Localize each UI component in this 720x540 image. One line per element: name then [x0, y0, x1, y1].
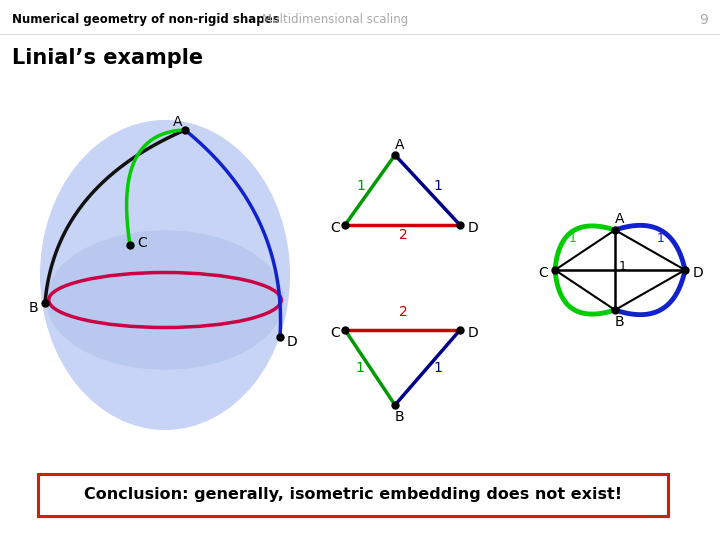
- Ellipse shape: [46, 230, 284, 370]
- Text: Conclusion: generally, isometric embedding does not exist!: Conclusion: generally, isometric embeddi…: [84, 488, 622, 503]
- Text: 2: 2: [398, 228, 408, 242]
- Text: D: D: [468, 326, 479, 340]
- Text: B: B: [29, 301, 39, 315]
- Text: Numerical geometry of non-rigid shapes: Numerical geometry of non-rigid shapes: [12, 14, 279, 26]
- FancyBboxPatch shape: [38, 474, 668, 516]
- Text: C: C: [330, 221, 340, 235]
- Text: C: C: [330, 326, 340, 340]
- Text: A: A: [615, 212, 624, 226]
- Ellipse shape: [40, 120, 290, 430]
- Text: 1: 1: [356, 179, 365, 193]
- Text: 1: 1: [433, 179, 442, 193]
- Text: D: D: [693, 266, 703, 280]
- Text: 1: 1: [569, 232, 577, 245]
- Text: 1: 1: [657, 232, 665, 245]
- Text: 1: 1: [619, 260, 627, 273]
- Text: C: C: [137, 236, 147, 250]
- Text: D: D: [468, 221, 479, 235]
- Text: B: B: [615, 315, 625, 329]
- Text: Linial’s example: Linial’s example: [12, 48, 203, 68]
- Text: 1: 1: [355, 361, 364, 375]
- Text: A: A: [173, 115, 182, 129]
- Text: A: A: [395, 138, 405, 152]
- Text: 2: 2: [398, 305, 408, 319]
- Text: C: C: [538, 266, 548, 280]
- Text: Multidimensional scaling: Multidimensional scaling: [262, 14, 408, 26]
- Text: D: D: [287, 335, 298, 349]
- Text: 9: 9: [699, 13, 708, 27]
- Text: 1: 1: [433, 361, 442, 375]
- Text: B: B: [395, 410, 405, 424]
